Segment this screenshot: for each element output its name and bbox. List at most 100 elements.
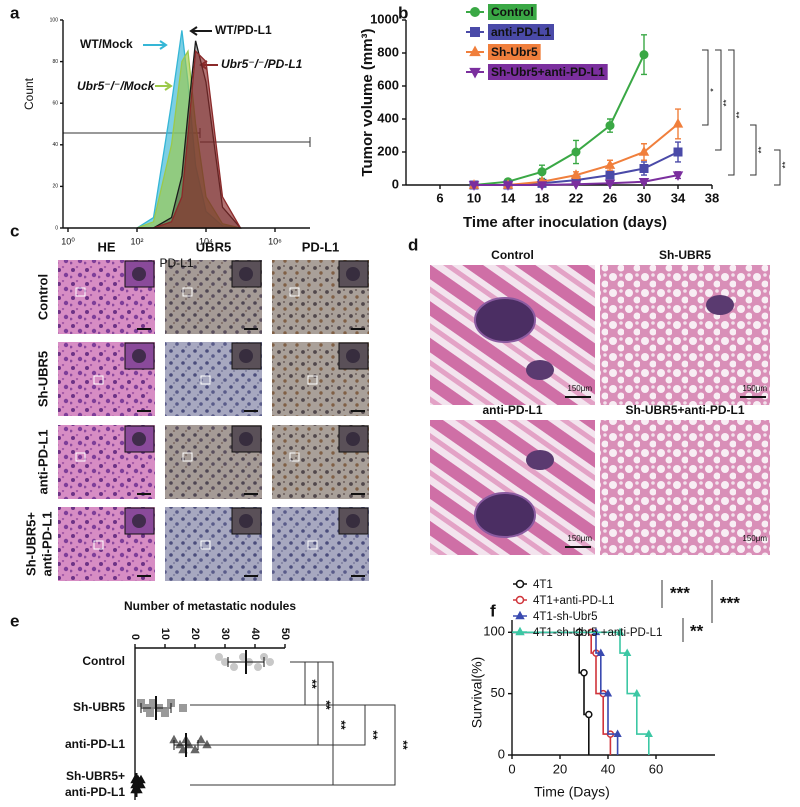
inset-cell xyxy=(132,432,146,446)
marker xyxy=(468,181,480,191)
inset-cell xyxy=(239,349,253,363)
y-axis-label: Tumor volume (mm³) xyxy=(359,28,376,176)
micrograph xyxy=(600,420,770,555)
y-tick-label: 50 xyxy=(491,685,505,700)
x-tick-label: 18 xyxy=(535,190,549,205)
marker xyxy=(604,179,616,190)
x-tick-label: 10⁰ xyxy=(61,236,75,246)
annotation: WT/PD-L1 xyxy=(215,23,272,37)
marker xyxy=(603,688,613,697)
marker xyxy=(623,648,632,657)
x-tick-label: 34 xyxy=(671,190,686,205)
marker xyxy=(615,627,625,636)
x-tick-label: 50 xyxy=(279,628,291,640)
inset-cell xyxy=(132,514,146,528)
marker xyxy=(672,118,684,128)
sd-bar xyxy=(140,703,172,713)
x-tick-label: 20 xyxy=(189,628,201,640)
annotation: WT/Mock xyxy=(80,37,133,51)
marker xyxy=(537,167,547,177)
legend-label: anti-PD-L1 xyxy=(491,25,551,39)
data-point xyxy=(161,709,169,717)
scale-bar xyxy=(244,575,258,577)
inset-cell xyxy=(239,514,253,528)
panel-label: d xyxy=(408,235,418,254)
roi-box xyxy=(307,540,318,550)
y-tick-label: 100 xyxy=(483,624,505,639)
roi-box xyxy=(75,287,86,297)
row-label: Sh-UBR5+ xyxy=(23,512,38,576)
scale-bar xyxy=(137,410,151,412)
scale-bar xyxy=(565,546,591,548)
sig-bracket xyxy=(715,49,722,151)
x-tick-label: 10 xyxy=(467,190,481,205)
significance: ** xyxy=(721,99,731,107)
x-axis-label: Time (Days) xyxy=(534,784,610,800)
x-axis-label: PD-L1 xyxy=(159,256,193,270)
legend-box xyxy=(488,64,608,80)
roi-box xyxy=(200,540,211,550)
marker xyxy=(632,688,641,697)
scale-bar-label: 150μm xyxy=(567,384,592,393)
data-point xyxy=(221,658,229,666)
panel-label: e xyxy=(10,611,19,630)
row-label: anti-PD-L1 xyxy=(35,430,50,495)
sig-bracket xyxy=(774,149,781,186)
inset-cell xyxy=(239,432,253,446)
sig-bracket xyxy=(200,704,396,786)
annotation: Ubr5⁻/⁻/Mock xyxy=(77,79,156,93)
marker xyxy=(570,169,582,179)
x-tick-label: 30 xyxy=(637,190,651,205)
y-tick-label: 0 xyxy=(392,176,399,191)
scale-bar xyxy=(740,396,766,398)
inset-cell xyxy=(346,349,360,363)
legend-label: 4T1-sh-Ubr5 +anti-PD-L1 xyxy=(533,627,662,639)
y-tick-label: 600 xyxy=(377,77,399,92)
x-tick-label: 0 xyxy=(508,761,515,776)
survival-curve xyxy=(512,631,590,755)
marker xyxy=(613,729,622,738)
panel-label: c xyxy=(10,221,19,240)
marker xyxy=(605,121,615,131)
data-point xyxy=(215,653,223,661)
scale-bar xyxy=(351,410,365,412)
marker xyxy=(644,729,653,738)
scale-bar xyxy=(137,575,151,577)
sd-bar xyxy=(133,780,140,790)
marker xyxy=(571,147,581,157)
inset-cell xyxy=(132,267,146,281)
x-tick-label: 60 xyxy=(649,761,663,776)
y-tick-label: 60 xyxy=(52,101,58,107)
panel-title: Sh-UBR5 xyxy=(659,248,711,262)
x-tick-label: 40 xyxy=(601,761,615,776)
roi-box xyxy=(289,287,300,297)
data-point xyxy=(178,744,188,754)
row-label: anti-PD-L1 xyxy=(39,512,54,577)
marker xyxy=(673,147,683,157)
scale-bar xyxy=(244,410,258,412)
arrow xyxy=(189,26,198,36)
sig-bracket xyxy=(750,124,757,176)
marker xyxy=(639,50,649,60)
data-point xyxy=(266,658,274,666)
significance: *** xyxy=(720,593,740,612)
sd-bar xyxy=(227,657,265,667)
y-tick-label: 80 xyxy=(52,59,58,65)
inset-cell xyxy=(346,267,360,281)
column-header: HE xyxy=(97,239,115,254)
inset-cell xyxy=(132,349,146,363)
panel-label: a xyxy=(10,3,20,22)
survival-curve xyxy=(512,631,650,755)
significance: ** xyxy=(366,730,380,740)
scale-bar xyxy=(565,396,591,398)
x-tick-label: 26 xyxy=(603,190,617,205)
series-line xyxy=(473,54,645,186)
scale-bar xyxy=(244,493,258,495)
legend-label: Sh-Ubr5 xyxy=(491,45,538,59)
marker xyxy=(605,170,615,180)
y-tick-label: 40 xyxy=(52,142,58,148)
x-tick-label: 14 xyxy=(501,190,516,205)
data-point xyxy=(230,663,238,671)
category-label: Sh-UBR5+ xyxy=(66,769,125,783)
